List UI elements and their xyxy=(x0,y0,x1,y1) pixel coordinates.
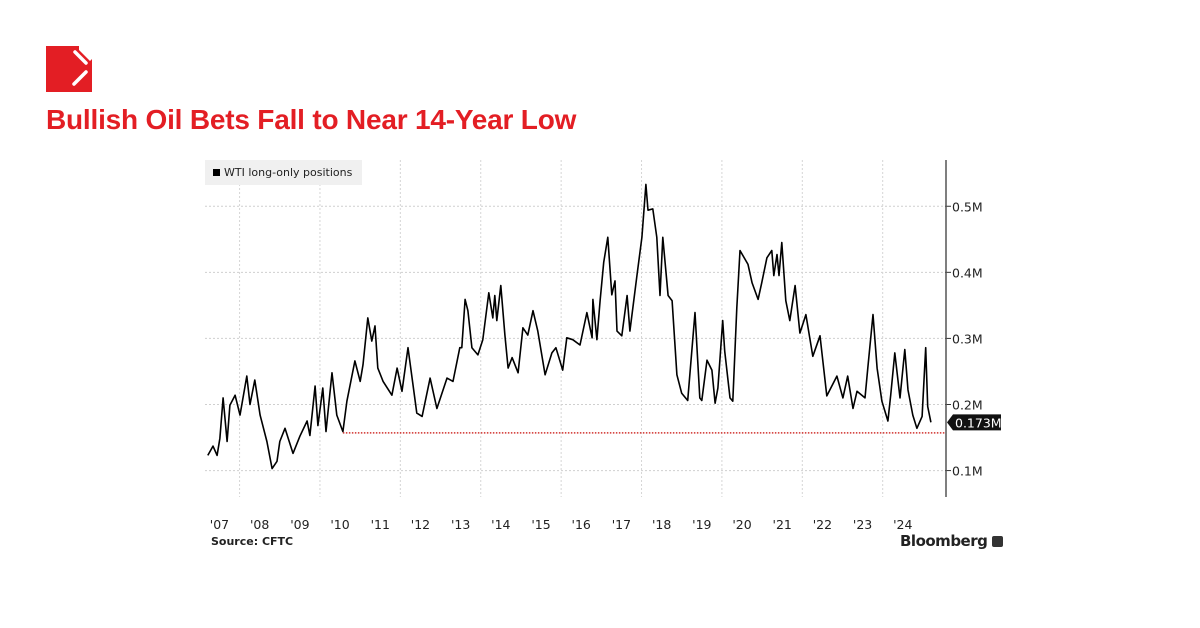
bloomberg-chart-icon xyxy=(992,535,1004,547)
x-tick-label: '23 xyxy=(853,517,872,532)
y-tick-label: 0.4M xyxy=(952,265,983,280)
legend-swatch xyxy=(213,169,220,176)
x-tick-label: '21 xyxy=(773,517,792,532)
bloomberg-brand: Bloomberg xyxy=(900,532,1004,550)
x-tick-label: '15 xyxy=(531,517,550,532)
y-tick-label: 0.2M xyxy=(952,397,983,412)
last-value-badge xyxy=(947,414,1001,431)
x-tick-label: '11 xyxy=(371,517,390,532)
page-title: Bullish Oil Bets Fall to Near 14-Year Lo… xyxy=(46,104,577,135)
x-tick-label: '14 xyxy=(491,517,510,532)
x-tick-label: '20 xyxy=(732,517,751,532)
legend-label: WTI long-only positions xyxy=(224,166,353,179)
x-tick-label: '12 xyxy=(411,517,430,532)
x-tick-label: '09 xyxy=(290,517,309,532)
publisher-logo-icon xyxy=(46,46,92,92)
x-tick-label: '10 xyxy=(330,517,349,532)
x-tick-label: '08 xyxy=(250,517,269,532)
last-value-label: 0.173M xyxy=(955,415,1002,430)
y-tick-label: 0.3M xyxy=(952,331,983,346)
x-tick-label: '18 xyxy=(652,517,671,532)
chart-legend: WTI long-only positions xyxy=(205,160,362,185)
x-tick-label: '16 xyxy=(572,517,591,532)
x-tick-label: '19 xyxy=(692,517,711,532)
y-tick-label: 0.1M xyxy=(952,464,983,479)
x-tick-label: '17 xyxy=(612,517,631,532)
y-tick-label: 0.5M xyxy=(952,199,983,214)
brand-label: Bloomberg xyxy=(900,532,988,550)
x-tick-label: '24 xyxy=(893,517,912,532)
x-tick-label: '07 xyxy=(210,517,229,532)
source-note: Source: CFTC xyxy=(211,535,294,548)
x-tick-label: '22 xyxy=(813,517,832,532)
series-line-wti-long-only xyxy=(207,183,932,470)
x-tick-label: '13 xyxy=(451,517,470,532)
